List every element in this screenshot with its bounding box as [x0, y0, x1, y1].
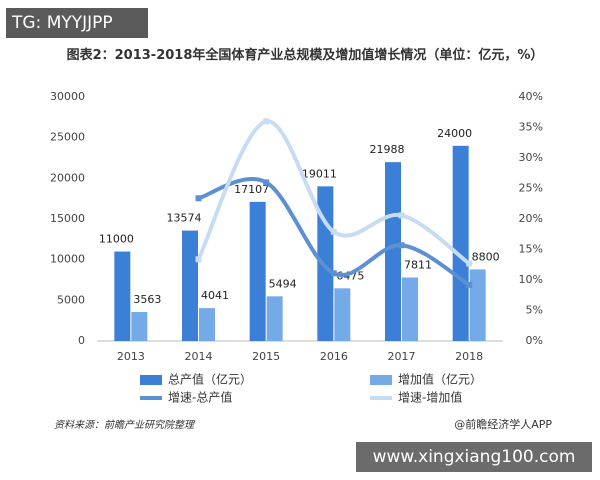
y-tick-label: 15000	[50, 212, 85, 225]
watermark: TG: MYYJJPP	[6, 8, 148, 38]
data-label: 3563	[133, 293, 161, 306]
legend-swatch	[370, 375, 392, 385]
bar	[402, 277, 418, 341]
data-label: 11000	[99, 233, 134, 246]
y2-tick-label: 35%	[519, 121, 543, 134]
bar	[469, 269, 486, 341]
x-tick-label: 2013	[117, 350, 145, 363]
y2-tick-label: 25%	[519, 182, 543, 195]
source: 资料来源：前瞻产业研究院整理	[54, 420, 194, 431]
data-label: 4041	[201, 289, 229, 302]
y-tick-label: 25000	[50, 131, 85, 144]
brand: @前瞻经济学人APP	[454, 418, 552, 431]
x-tick-label: 2015	[252, 350, 280, 363]
y2-tick-label: 5%	[526, 304, 543, 317]
y2-tick-label: 40%	[519, 90, 543, 103]
y-tick-label: 0	[78, 334, 85, 347]
y2-tick-label: 0%	[526, 334, 543, 347]
bar	[452, 145, 469, 341]
data-label: 8800	[472, 250, 500, 263]
y2-tick-label: 20%	[519, 212, 543, 225]
data-label: 5494	[269, 277, 297, 290]
y-tick-label: 10000	[50, 253, 85, 266]
x-tick-label: 2017	[388, 350, 416, 363]
line-marker	[195, 256, 202, 263]
site-watermark: www.xingxiang100.com	[356, 442, 592, 472]
y2-tick-label: 15%	[519, 243, 543, 256]
data-label: 24000	[437, 127, 472, 140]
line-marker	[195, 195, 202, 202]
legend-label: 增加值（亿元）	[398, 372, 482, 387]
y-tick-label: 20000	[50, 171, 85, 184]
data-label: 19011	[302, 167, 337, 180]
data-label: 21988	[370, 143, 405, 156]
y2-tick-label: 10%	[519, 273, 543, 286]
y2-tick-label: 30%	[519, 151, 543, 164]
legend-label: 增速-总产值	[168, 390, 232, 405]
data-label: 13574	[167, 212, 202, 225]
line-marker	[466, 260, 473, 267]
line-marker	[330, 270, 337, 277]
bar	[131, 312, 148, 341]
bar	[334, 288, 351, 341]
data-label: 17107	[234, 183, 269, 196]
bar	[385, 162, 401, 341]
y-tick-label: 30000	[50, 90, 85, 103]
line-marker	[263, 179, 270, 186]
y-tick-label: 5000	[57, 293, 85, 306]
legend-label: 总产值（亿元）	[168, 372, 252, 387]
line-marker	[263, 118, 270, 125]
line-marker	[330, 228, 337, 235]
line-marker	[466, 281, 473, 288]
bar	[199, 308, 215, 341]
chart-title: 图表2：2013-2018年全国体育产业总规模及增加值增长情况（单位：亿元，%）	[66, 48, 544, 63]
x-tick-label: 2014	[185, 350, 213, 363]
legend-swatch	[140, 375, 162, 385]
bar	[266, 296, 283, 341]
line	[196, 119, 471, 266]
legend-label: 增速-增加值	[398, 390, 462, 405]
line-marker	[398, 242, 405, 249]
bar	[249, 201, 266, 341]
data-label: 7811	[404, 258, 432, 271]
bar	[182, 230, 198, 341]
x-tick-label: 2016	[320, 350, 348, 363]
line-marker	[398, 212, 405, 219]
data-label: 6475	[336, 269, 364, 282]
bar	[114, 251, 131, 341]
x-tick-label: 2018	[455, 350, 483, 363]
